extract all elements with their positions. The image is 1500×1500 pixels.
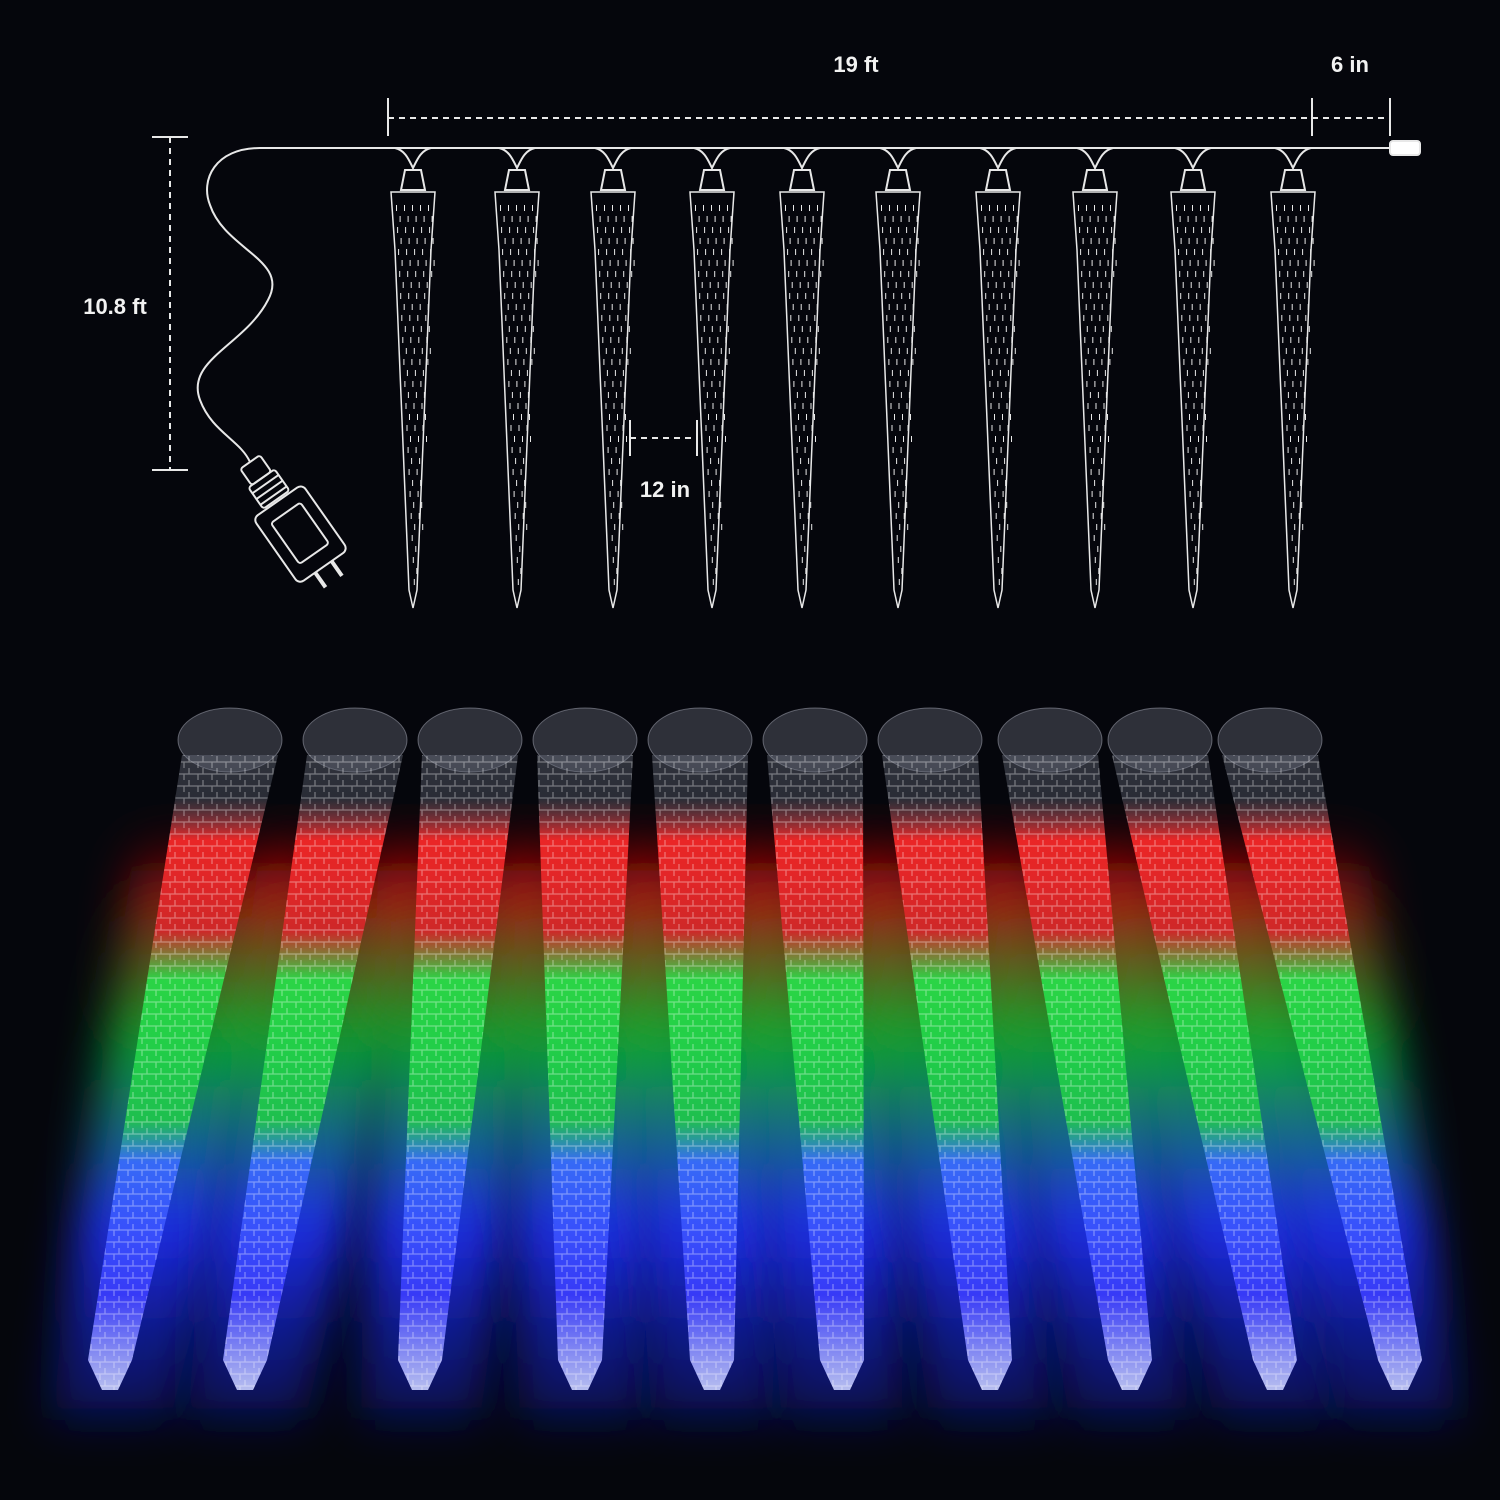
lit-icicle	[877, 707, 1012, 1390]
icicle-texture	[882, 755, 1012, 1390]
icicle-texture	[981, 205, 1020, 585]
icicle-outline	[689, 147, 735, 609]
lit-icicle	[997, 707, 1152, 1390]
icicle-body	[1072, 191, 1118, 609]
icicle-texture	[881, 205, 920, 585]
icicle-body	[1270, 191, 1316, 609]
lit-icicle	[1107, 707, 1297, 1390]
wire	[196, 147, 1390, 463]
icicle-texture	[767, 755, 864, 1390]
icicle-outline	[390, 147, 436, 609]
icicle-texture	[695, 205, 734, 585]
cap	[599, 169, 627, 191]
cap	[399, 169, 427, 191]
icicle-texture	[652, 755, 748, 1390]
icicle-outline	[1170, 147, 1216, 609]
icicle-texture	[596, 205, 635, 585]
cap	[984, 169, 1012, 191]
icicle-texture	[398, 755, 518, 1390]
cap	[503, 169, 531, 191]
lit-icicle	[398, 707, 523, 1390]
hanger	[783, 147, 821, 171]
length-label: 19 ft	[833, 52, 879, 77]
icicle-outline	[779, 147, 825, 609]
cap	[1179, 169, 1207, 191]
lit-icicle	[88, 707, 283, 1390]
icicle-body	[689, 191, 735, 609]
hanger	[1274, 147, 1312, 171]
icicle-body	[590, 191, 636, 609]
lit-icicle	[223, 707, 408, 1390]
icicle-texture	[785, 205, 824, 585]
icicle-texture	[88, 755, 278, 1390]
lit-icicle	[532, 707, 638, 1390]
hanger	[693, 147, 731, 171]
cap	[1081, 169, 1109, 191]
hanger	[394, 147, 432, 171]
end-connector	[1389, 140, 1421, 156]
icicle-outline	[1270, 147, 1316, 609]
hanger	[879, 147, 917, 171]
icicle-body	[1170, 191, 1216, 609]
lit-icicle	[762, 707, 868, 1390]
dimension-diagram	[152, 98, 1421, 609]
icicle-texture	[1222, 755, 1422, 1390]
lit-icicle	[647, 707, 753, 1390]
icicle-outline	[875, 147, 921, 609]
icicle-body	[779, 191, 825, 609]
icicle-body	[875, 191, 921, 609]
hanger	[594, 147, 632, 171]
cap	[788, 169, 816, 191]
hanger	[1076, 147, 1114, 171]
icicle-texture	[1176, 205, 1215, 585]
icicle-texture	[1078, 205, 1117, 585]
hanger	[979, 147, 1017, 171]
icicle-outline	[1072, 147, 1118, 609]
cap	[884, 169, 912, 191]
lead-label: 6 in	[1331, 52, 1369, 77]
icicle-texture	[537, 755, 633, 1390]
icicle-outline	[494, 147, 540, 609]
icicle-texture	[1002, 755, 1152, 1390]
icicle-body	[390, 191, 436, 609]
cap	[1279, 169, 1307, 191]
icicle-outline	[975, 147, 1021, 609]
icicle-texture	[500, 205, 539, 585]
cap	[698, 169, 726, 191]
adapter	[240, 455, 347, 589]
icicle-outline	[590, 147, 636, 609]
hanger	[1174, 147, 1212, 171]
icicle-body	[975, 191, 1021, 609]
hanger	[498, 147, 536, 171]
icicle-body	[494, 191, 540, 609]
icicle-texture	[223, 755, 403, 1390]
wire-length-label: 10.8 ft	[83, 294, 147, 319]
icicle-outlines	[390, 147, 1316, 609]
lit-icicle	[1217, 707, 1422, 1390]
icicle-texture	[1276, 205, 1315, 585]
icicle-texture	[396, 205, 435, 585]
lit-icicles	[88, 707, 1422, 1390]
icicle-texture	[1112, 755, 1297, 1390]
spacing-label: 12 in	[640, 477, 690, 502]
